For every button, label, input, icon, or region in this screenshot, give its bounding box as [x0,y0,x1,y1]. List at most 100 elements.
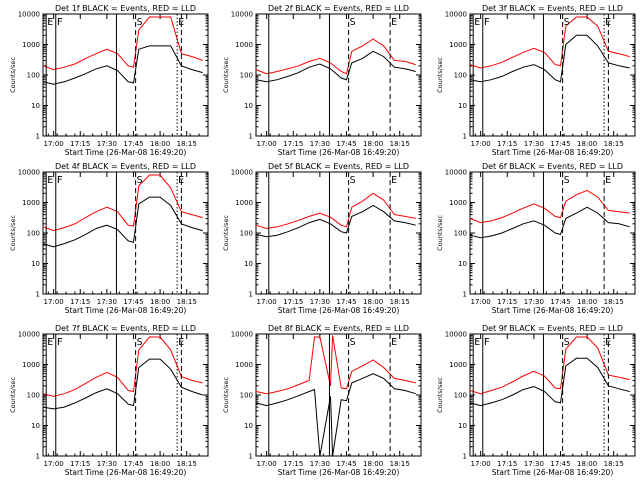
y-tick-label: 10000 [231,169,253,177]
plot-frame [469,13,636,137]
y-axis-label: Counts/sec [436,377,444,413]
y-axis-label: Counts/sec [436,215,444,251]
x-tick-label: 18:00 [577,460,597,468]
marker-label: S [564,175,570,186]
panel-title: Det 2f BLACK = Events, RED = LLD [268,4,409,13]
x-tick-label: 18:15 [390,460,410,468]
x-tick-label: 17:45 [123,140,143,148]
x-tick-label: 18:00 [150,460,170,468]
y-tick-label: 1 [463,291,467,299]
x-tick-label: 17:00 [471,298,491,306]
y-tick-label: 100 [27,230,40,238]
y-tick-label: 1000 [235,199,253,207]
marker-label: S [137,337,143,348]
x-tick-label: 17:30 [97,460,117,468]
x-tick-label: 17:00 [44,460,64,468]
y-tick-label: 10 [244,422,253,430]
x-tick-label: 17:00 [257,460,277,468]
panel-title: Det 5f BLACK = Events, RED = LLD [268,162,409,171]
panel-2: Det 2f BLACK = Events, RED = LLD 1 10 100 10… [222,4,422,157]
x-tick-label: 17:45 [336,140,356,148]
x-tick-label: 17:30 [524,140,544,148]
x-tick-label: 18:00 [150,298,170,306]
x-tick-label: 18:15 [390,140,410,148]
y-tick-label: 1000 [449,361,467,369]
panel-4: Det 4f BLACK = Events, RED = LLD 1 10 100 10… [9,162,209,315]
plot-frame [469,171,636,295]
x-tick-label: 17:45 [123,460,143,468]
x-tick-label: 17:45 [336,460,356,468]
x-axis-label: Start Time (26-Mar-08 16:49:20) [278,148,400,157]
x-tick-label: 18:00 [363,460,383,468]
plot-frame [42,333,209,457]
series-line-events [469,206,630,239]
series-line-events [469,357,630,407]
panel-5: Det 5f BLACK = Events, RED = LLD 1 10 100 10… [222,162,422,315]
series-line-events [255,204,416,238]
panel-9: Det 9f BLACK = Events, RED = LLD 1 10 100 10… [436,324,636,477]
marker-label: E [47,17,53,28]
y-axis-label: Counts/sec [222,57,230,93]
panel-1: Det 1f BLACK = Events, RED = LLD 1 10 100 10… [9,4,209,157]
y-tick-label: 100 [454,230,467,238]
y-tick-label: 1 [463,133,467,141]
series-line-lld [42,174,203,232]
series-line-events [255,373,416,457]
marker-label: S [350,17,356,28]
marker-label: E [474,337,480,348]
plot-frame [42,171,209,295]
panel-title: Det 7f BLACK = Events, RED = LLD [55,324,196,333]
y-tick-label: 1 [36,133,40,141]
y-tick-label: 10000 [445,11,467,19]
plot-frame [255,171,422,295]
marker-label: E [391,17,397,28]
y-axis-label: Counts/sec [9,57,17,93]
y-tick-label: 10000 [231,331,253,339]
panel-title: Det 6f BLACK = Events, RED = LLD [482,162,623,171]
marker-label: E [391,337,397,348]
marker-label: F [57,175,63,186]
y-tick-label: 10 [31,260,40,268]
panel-3: Det 3f BLACK = Events, RED = LLD 1 10 100 10… [436,4,636,157]
y-tick-label: 1 [249,453,253,461]
x-tick-label: 17:30 [97,298,117,306]
x-tick-label: 18:15 [390,298,410,306]
y-tick-label: 100 [454,72,467,80]
x-tick-label: 17:15 [497,460,517,468]
series-line-lld [255,335,416,395]
x-tick-label: 17:15 [70,298,90,306]
series-line-events [42,358,203,410]
series-line-events [469,34,630,83]
x-tick-label: 17:15 [497,298,517,306]
panel-6: Det 6f BLACK = Events, RED = LLD 1 10 100 10… [436,162,636,315]
marker-label: F [57,17,63,28]
x-tick-label: 18:00 [577,140,597,148]
marker-label: S [564,17,570,28]
x-tick-label: 18:15 [604,140,624,148]
marker-label: E [391,175,397,186]
x-tick-label: 17:45 [336,298,356,306]
x-tick-label: 18:00 [363,298,383,306]
y-tick-label: 100 [240,230,253,238]
marker-label: E [47,175,53,186]
marker-label: S [137,175,143,186]
x-tick-label: 17:00 [257,140,277,148]
y-tick-label: 100 [27,72,40,80]
series-line-lld [469,16,630,69]
y-tick-label: 10 [458,422,467,430]
panel-title: Det 3f BLACK = Events, RED = LLD [482,4,623,13]
marker-label: E [605,175,611,186]
x-tick-label: 17:30 [97,140,117,148]
x-tick-label: 18:00 [577,298,597,306]
plot-frame [255,333,422,457]
y-axis-label: Counts/sec [9,215,17,251]
x-axis-label: Start Time (26-Mar-08 16:49:20) [65,148,187,157]
x-tick-label: 17:00 [44,298,64,306]
series-line-events [42,45,203,85]
marker-label: S [137,17,143,28]
marker-label: F [484,17,490,28]
plot-frame [42,13,209,137]
y-tick-label: 100 [240,72,253,80]
panel-7: Det 7f BLACK = Events, RED = LLD 1 10 100 10… [9,324,209,477]
x-axis-label: Start Time (26-Mar-08 16:49:20) [492,306,614,315]
